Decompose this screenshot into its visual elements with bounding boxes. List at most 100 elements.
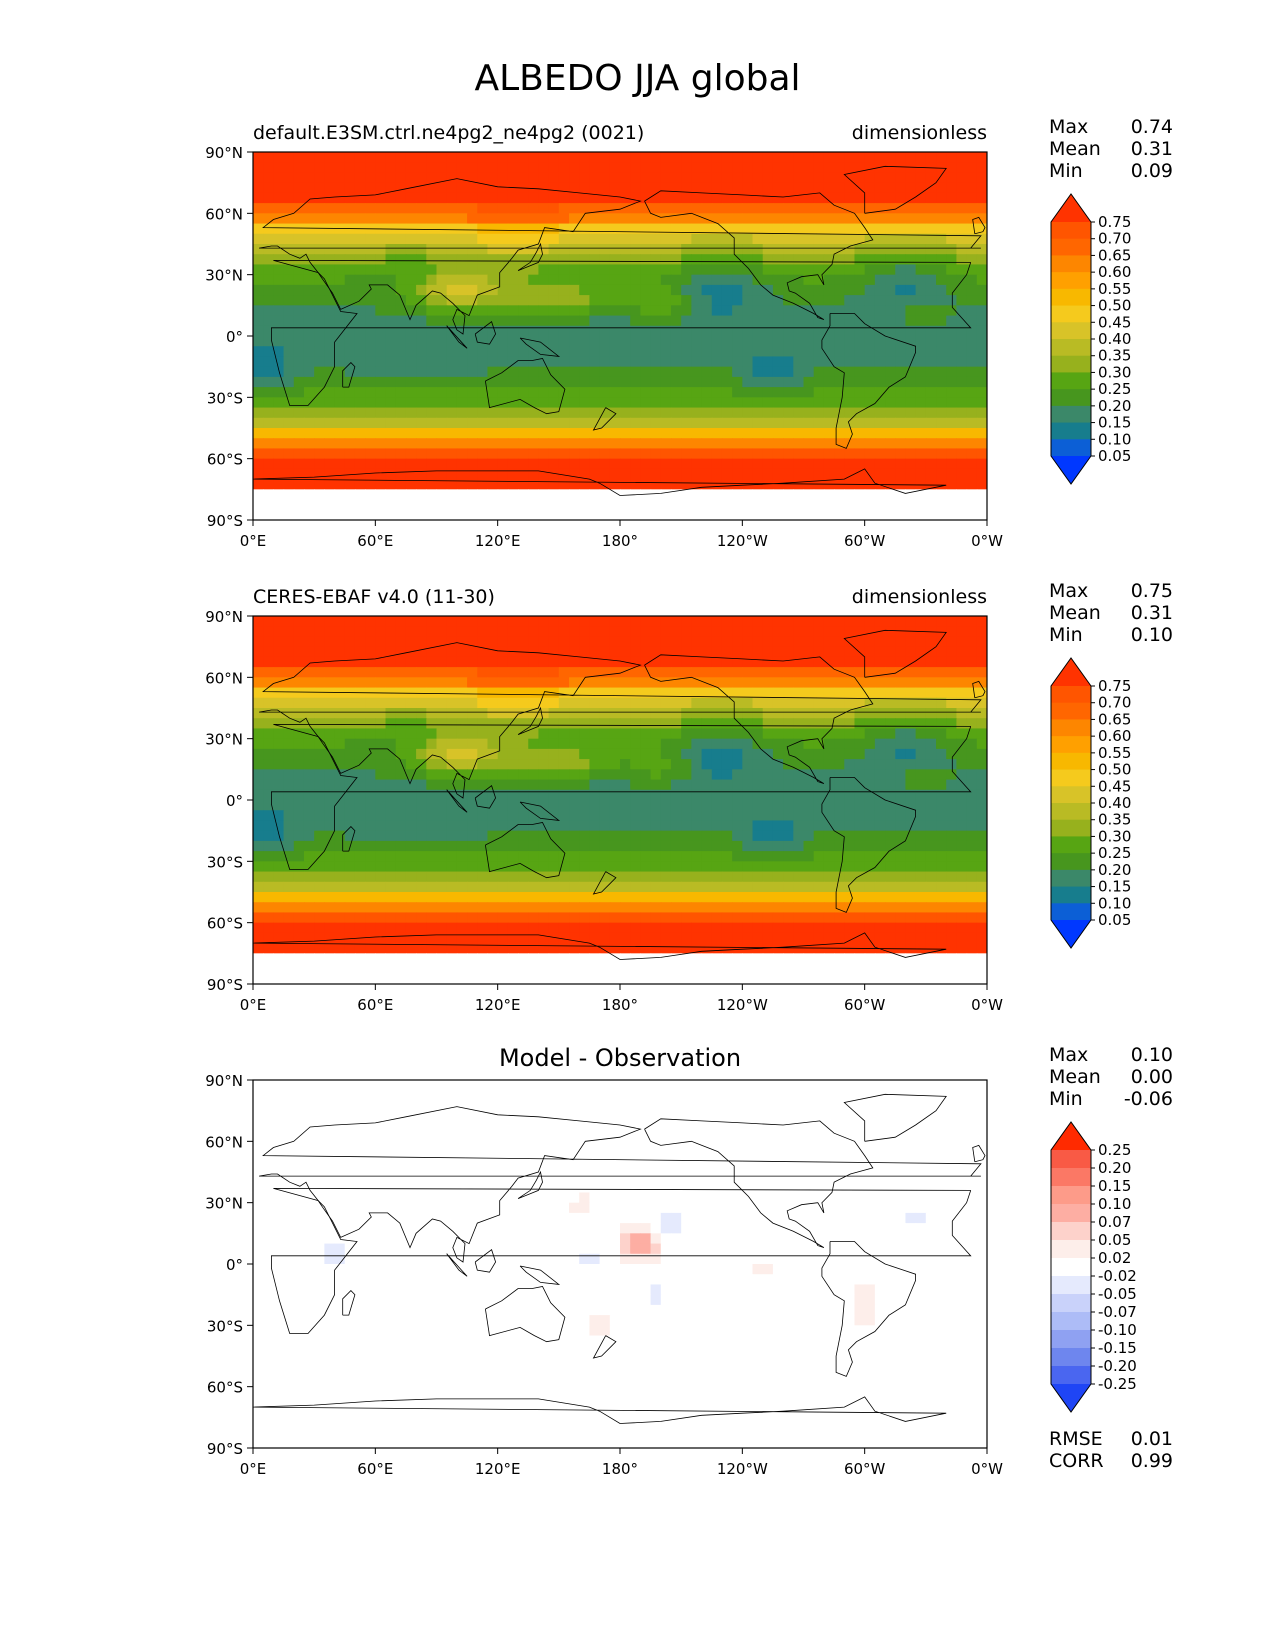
panel-2-lon-tick-label: 0°E — [240, 1460, 267, 1478]
panel-2-colorbar-bin — [1051, 1204, 1091, 1223]
panel-1-colorbar-label: 0.65 — [1098, 710, 1131, 728]
panel-0-map: 90°N 60°N 30°N 0° 30°S 60°S 90°S 0°E 60°E 120°E 18… — [205, 144, 1003, 550]
panel-0-colorbar-label: 0.50 — [1098, 297, 1131, 315]
panel-1-colorbar-label: 0.05 — [1098, 911, 1131, 929]
panel-1-colorbar-bin — [1051, 702, 1091, 720]
panel-0-colorbar-label: 0.70 — [1098, 230, 1131, 248]
panel-1-colorbar-bin — [1051, 786, 1091, 804]
panel-0-colorbar-bin — [1051, 439, 1091, 457]
panel-2-colorbar-label: -0.15 — [1098, 1339, 1137, 1357]
panel-1-stat-min-value: 0.10 — [1130, 624, 1173, 646]
panel-0-lat-tick-label: 0° — [226, 328, 243, 346]
panel-2-lat-tick-label: 30°N — [205, 1195, 243, 1213]
panel-0-colorbar-bin — [1051, 288, 1091, 307]
panel-0-lon-tick-label: 180° — [602, 532, 638, 550]
panel-2-colorbar-bin — [1051, 1222, 1091, 1241]
panel-2-colorbar-bin — [1051, 1312, 1091, 1331]
panel-2-lat-tick-label: 0° — [226, 1256, 243, 1274]
panel-1-lat-tick-label: 30°N — [205, 731, 243, 749]
panel-0-colorbar-bin — [1051, 372, 1091, 390]
panel-0-colorbar-bin — [1051, 322, 1091, 340]
panel-1-units: dimensionless — [851, 586, 987, 608]
panel-2-colorbar: 0.250.200.150.100.070.050.02-0.02-0.05-0… — [1050, 1121, 1137, 1413]
panel-0-lon-tick-label: 120°W — [717, 532, 768, 550]
panel-1-stat-max-label: Max — [1049, 580, 1089, 602]
panel-2-colorbar-max-extension — [1051, 1122, 1091, 1150]
panel-1-colorbar-label: 0.50 — [1098, 761, 1131, 779]
panel-0-colorbar-label: 0.35 — [1098, 347, 1131, 365]
panel-0-colorbar-bin — [1051, 272, 1091, 290]
panel-1-colorbar-bin — [1051, 869, 1091, 888]
panel-1-lat-tick-label: 60°N — [205, 669, 243, 687]
panel-2-stat-min-value: -0.06 — [1123, 1088, 1173, 1110]
panel-0-colorbar-bin — [1051, 389, 1091, 407]
panel-0-colorbar-label: 0.45 — [1098, 313, 1131, 331]
panel-2-lon-tick-label: 0°W — [971, 1460, 1003, 1478]
panel-0-stat-mean-label: Mean — [1049, 138, 1101, 160]
panel-2-stat-mean-label: Mean — [1049, 1066, 1101, 1088]
panel-1-lon-tick-label: 180° — [602, 996, 638, 1014]
panel-2-colorbar-bin — [1051, 1240, 1091, 1259]
panel-1-colorbar-bin — [1051, 903, 1091, 921]
panel-2-lat-tick-label: 90°N — [205, 1072, 243, 1090]
panel-1-colorbar-min-extension — [1051, 920, 1091, 948]
panel-2-stat-max-value: 0.10 — [1130, 1044, 1173, 1066]
panel-1-colorbar-label: 0.70 — [1098, 694, 1131, 712]
panel-0-field — [253, 152, 987, 520]
panel-2-colorbar-label: 0.05 — [1098, 1231, 1131, 1249]
panel-1-lon-tick-label: 120°W — [717, 996, 768, 1014]
panel-0-lon-tick-label: 60°W — [844, 532, 886, 550]
panel-1-lat-tick-label: 0° — [226, 792, 243, 810]
panel-1-colorbar-bin — [1051, 853, 1091, 871]
panel-1-lon-tick-label: 0°W — [971, 996, 1003, 1014]
panel-1-colorbar-label: 0.15 — [1098, 878, 1131, 896]
panel-1-colorbar: 0.750.700.650.600.550.500.450.400.350.30… — [1050, 657, 1131, 949]
panel-0-colorbar-label: 0.40 — [1098, 330, 1131, 348]
panel-0-colorbar-label: 0.05 — [1098, 447, 1131, 465]
panel-1-colorbar-bin — [1051, 803, 1091, 821]
panel-1-colorbar-label: 0.40 — [1098, 794, 1131, 812]
panel-2-colorbar-label: -0.20 — [1098, 1357, 1137, 1375]
panel-2-colorbar-label: -0.25 — [1098, 1375, 1137, 1393]
panel-0-colorbar-bin — [1051, 238, 1091, 256]
panel-2-stat-mean-value: 0.00 — [1130, 1066, 1173, 1088]
panel-2-colorbar-bin — [1051, 1348, 1091, 1367]
panel-2-colorbar-bin — [1051, 1330, 1091, 1349]
panel-1-colorbar-label: 0.10 — [1098, 894, 1131, 912]
panel-2-stat-rmse-label: RMSE — [1049, 1428, 1103, 1450]
panel-0-stat-mean-value: 0.31 — [1130, 138, 1173, 160]
panel-1-colorbar-bin — [1051, 686, 1091, 704]
panel-0-colorbar-bin — [1051, 222, 1091, 240]
panel-1-colorbar-label: 0.20 — [1098, 861, 1131, 879]
panel-1-colorbar-max-extension — [1051, 658, 1091, 686]
panel-0-colorbar-bin — [1051, 405, 1091, 424]
panel-0-colorbar-max-extension — [1051, 194, 1091, 222]
panel-2-coastlines — [253, 1093, 986, 1424]
panel-1-lat-tick-label: 60°S — [207, 915, 243, 933]
panel-2-colorbar-bin — [1051, 1294, 1091, 1313]
panel-1-lon-tick-label: 60°E — [357, 996, 393, 1014]
panel-2-center-title: Model - Observation — [498, 1044, 742, 1072]
panel-2-colorbar-label: -0.10 — [1098, 1321, 1137, 1339]
panel-0-colorbar-label: 0.30 — [1098, 363, 1131, 381]
panel-2-colorbar-label: 0.07 — [1098, 1213, 1131, 1231]
panel-2-colorbar-label: -0.02 — [1098, 1267, 1137, 1285]
panel-2-stat-corr-value: 0.99 — [1130, 1450, 1173, 1472]
panel-2-lon-tick-label: 60°W — [844, 1460, 886, 1478]
panel-1-colorbar-bin — [1051, 886, 1091, 904]
panel-2-colorbar-min-extension — [1051, 1384, 1091, 1412]
figure-title: ALBEDO JJA global — [474, 58, 801, 99]
panel-0-units: dimensionless — [851, 122, 987, 144]
panel-1-stat-mean-value: 0.31 — [1130, 602, 1173, 624]
panel-2-colorbar-label: 0.10 — [1098, 1195, 1131, 1213]
panel-2-lat-tick-label: 90°S — [207, 1440, 243, 1458]
panel-2-stat-corr-label: CORR — [1049, 1450, 1104, 1472]
panel-0-colorbar-label: 0.10 — [1098, 430, 1131, 448]
panel-0-colorbar-label: 0.25 — [1098, 380, 1131, 398]
panel-0-stat-max-label: Max — [1049, 116, 1089, 138]
panel-0-lon-tick-label: 120°E — [475, 532, 521, 550]
panel-1-stat-mean-label: Mean — [1049, 602, 1101, 624]
panel-0-stat-max-value: 0.74 — [1130, 116, 1173, 138]
panel-2-map: 90°N 60°N 30°N 0° 30°S 60°S 90°S 0°E 60°E 120°E 18… — [205, 1072, 1003, 1478]
panel-0-coastlines — [253, 165, 986, 496]
